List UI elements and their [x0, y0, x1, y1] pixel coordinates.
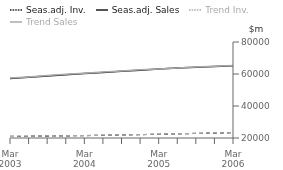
- svg-text:60000: 60000: [241, 69, 270, 79]
- svg-text:80000: 80000: [241, 37, 270, 47]
- svg-text:40000: 40000: [241, 101, 270, 111]
- svg-text:Mar2004: Mar2004: [73, 149, 96, 169]
- html-text:Seas.adj. Inv.: Seas.adj. Inv.: [26, 4, 86, 15]
- html-text:Seas.adj. Sales: Seas.adj. Sales: [111, 4, 180, 15]
- html-text:Trend Sales: Trend Sales: [26, 16, 78, 27]
- svg-text:20000: 20000: [241, 133, 270, 143]
- svg-text:Mar2003: Mar2003: [8, 149, 21, 169]
- html-text:Trend Inv.: Trend Inv.: [205, 4, 249, 15]
- svg-text:Mar2006: Mar2006: [222, 149, 245, 169]
- svg-text:$m: $m: [249, 24, 264, 34]
- svg-text:Mar2005: Mar2005: [147, 149, 170, 169]
